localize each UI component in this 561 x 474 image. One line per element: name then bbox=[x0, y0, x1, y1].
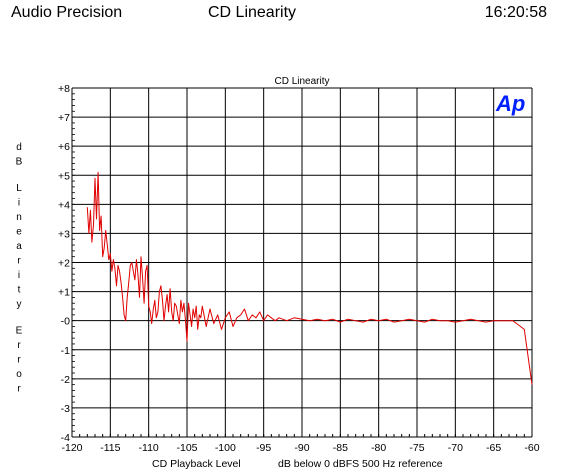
x-tick-label: -105 bbox=[176, 442, 197, 454]
y-axis-label-char: r bbox=[17, 355, 21, 366]
x-tick-label: -115 bbox=[100, 442, 120, 454]
x-tick-label: -90 bbox=[294, 442, 309, 454]
y-tick-label: +1 bbox=[58, 287, 70, 299]
x-tick-labels: -120 -115 -110 -105 -100 -95 -90 -85 -80 -75 -70 -6… bbox=[61, 442, 539, 454]
y-axis-label-char: r bbox=[17, 384, 21, 395]
grid bbox=[71, 87, 533, 438]
x-tick-label: -85 bbox=[333, 442, 348, 454]
y-axis-label-char: d bbox=[16, 142, 22, 153]
y-axis-label-char: L bbox=[16, 183, 22, 194]
y-tick-label: +7 bbox=[58, 112, 70, 124]
y-tick-label: -1 bbox=[61, 345, 70, 357]
y-tick-label: -2 bbox=[61, 374, 70, 386]
y-tick-label: +3 bbox=[58, 228, 70, 240]
ap-logo: Ap bbox=[495, 91, 525, 116]
y-axis-label-char: e bbox=[16, 227, 22, 238]
y-axis-label-char: r bbox=[17, 256, 21, 267]
x-tick-label: -60 bbox=[524, 442, 539, 454]
x-axis-label-left: CD Playback Level bbox=[152, 458, 241, 470]
y-axis-label-char: y bbox=[17, 299, 22, 310]
y-tick-label: +2 bbox=[58, 258, 70, 270]
y-axis-label-char: a bbox=[16, 241, 22, 252]
x-tick-label: -110 bbox=[139, 442, 159, 454]
y-axis-label-char: n bbox=[16, 212, 22, 223]
chart-title: CD Linearity bbox=[274, 76, 329, 87]
x-axis-label-right: dB below 0 dBFS 500 Hz reference bbox=[278, 458, 443, 470]
y-tick-label: +5 bbox=[58, 170, 70, 182]
y-tick-label: -4 bbox=[61, 432, 70, 444]
x-tick-label: -120 bbox=[61, 442, 82, 454]
ap-logo-text: Ap bbox=[495, 91, 525, 116]
y-tick-label: -3 bbox=[61, 403, 70, 415]
x-tick-label: -80 bbox=[371, 442, 386, 454]
y-tick-labels: +8 +7 +6 +5 +4 +3 +2 +1 -0 -1 -2 -3 -4 bbox=[58, 83, 70, 444]
x-tick-label: -95 bbox=[256, 442, 271, 454]
x-tick-label: -100 bbox=[215, 442, 236, 454]
y-axis-label-char: E bbox=[16, 326, 23, 337]
y-tick-label: +4 bbox=[58, 199, 70, 211]
page-title: CD Linearity bbox=[208, 4, 297, 21]
app-name: Audio Precision bbox=[11, 4, 123, 21]
y-axis-label-char: B bbox=[16, 157, 23, 168]
y-axis-label-char: t bbox=[18, 285, 21, 296]
y-axis-label-char: i bbox=[18, 270, 20, 281]
y-axis-label-char: o bbox=[16, 369, 22, 380]
series-line bbox=[86, 171, 533, 385]
y-axis-label-char: i bbox=[18, 198, 20, 209]
x-tick-label: -70 bbox=[448, 442, 463, 454]
y-axis-label-char: r bbox=[17, 340, 21, 351]
x-tick-label: -65 bbox=[486, 442, 501, 454]
y-tick-label: +6 bbox=[58, 141, 70, 153]
series-trace bbox=[86, 171, 533, 385]
x-tick-label: -75 bbox=[409, 442, 424, 454]
timestamp: 16:20:58 bbox=[484, 4, 547, 21]
y-tick-label: +8 bbox=[58, 83, 70, 95]
y-tick-label: -0 bbox=[61, 316, 70, 328]
